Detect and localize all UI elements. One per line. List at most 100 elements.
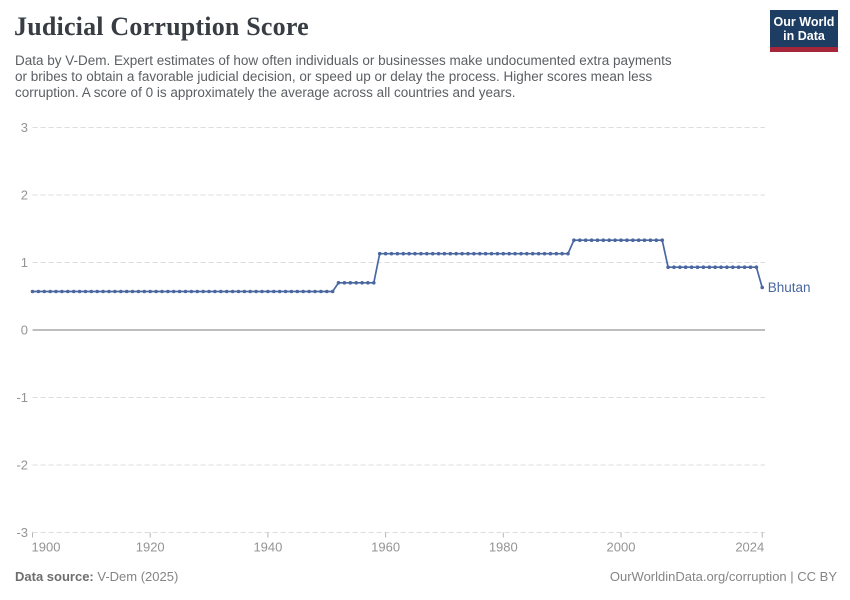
- data-point[interactable]: [501, 251, 506, 256]
- data-point[interactable]: [42, 289, 47, 294]
- data-point[interactable]: [731, 265, 735, 269]
- data-point[interactable]: [472, 251, 476, 256]
- data-point[interactable]: [354, 281, 359, 285]
- data-point[interactable]: [348, 281, 353, 285]
- data-point[interactable]: [83, 289, 88, 294]
- data-point[interactable]: [460, 251, 464, 256]
- data-point[interactable]: [695, 265, 700, 269]
- data-point[interactable]: [548, 251, 553, 256]
- data-point[interactable]: [660, 238, 664, 242]
- line-chart-canvas[interactable]: 3 2 1 0 -1 -2 -3 1900 1920 1940 1960 1980 2000 2024 Bh…: [0, 110, 850, 562]
- data-point[interactable]: [672, 265, 676, 269]
- data-point[interactable]: [525, 251, 529, 256]
- data-point[interactable]: [489, 251, 494, 256]
- data-point[interactable]: [119, 289, 123, 294]
- data-point[interactable]: [383, 251, 388, 256]
- data-point[interactable]: [236, 289, 241, 294]
- data-point[interactable]: [130, 289, 135, 294]
- data-point[interactable]: [678, 265, 682, 269]
- data-point[interactable]: [219, 289, 223, 294]
- data-point[interactable]: [566, 251, 570, 256]
- data-point[interactable]: [30, 289, 35, 294]
- data-point[interactable]: [295, 289, 300, 294]
- data-point[interactable]: [289, 289, 294, 294]
- data-point[interactable]: [742, 265, 747, 269]
- data-point[interactable]: [277, 289, 282, 294]
- data-point[interactable]: [171, 289, 176, 294]
- data-point[interactable]: [124, 289, 129, 294]
- data-point[interactable]: [625, 238, 629, 242]
- data-point[interactable]: [242, 289, 247, 294]
- data-point[interactable]: [254, 289, 258, 294]
- data-point[interactable]: [101, 289, 105, 294]
- data-point[interactable]: [360, 281, 364, 285]
- data-point[interactable]: [430, 251, 435, 256]
- data-point[interactable]: [36, 289, 41, 294]
- data-point[interactable]: [519, 251, 523, 256]
- data-point[interactable]: [442, 251, 447, 256]
- data-point[interactable]: [666, 265, 670, 269]
- data-point[interactable]: [636, 238, 641, 242]
- data-point[interactable]: [325, 289, 329, 294]
- data-point[interactable]: [48, 289, 52, 294]
- data-point[interactable]: [207, 289, 211, 294]
- data-point[interactable]: [272, 289, 276, 294]
- data-point[interactable]: [113, 289, 117, 294]
- data-point[interactable]: [483, 251, 488, 256]
- data-point[interactable]: [583, 238, 588, 242]
- data-point[interactable]: [642, 238, 647, 242]
- data-point[interactable]: [413, 251, 417, 256]
- data-point[interactable]: [725, 265, 729, 269]
- data-point[interactable]: [425, 251, 429, 256]
- data-point[interactable]: [195, 289, 200, 294]
- data-point[interactable]: [748, 265, 753, 269]
- data-point[interactable]: [495, 251, 500, 256]
- data-point[interactable]: [448, 251, 453, 256]
- data-point[interactable]: [377, 251, 382, 256]
- data-point[interactable]: [342, 281, 347, 285]
- data-point[interactable]: [366, 281, 370, 285]
- data-point[interactable]: [719, 265, 723, 269]
- data-point[interactable]: [713, 265, 717, 269]
- data-point[interactable]: [513, 251, 517, 256]
- data-point[interactable]: [619, 238, 623, 242]
- data-point[interactable]: [183, 289, 188, 294]
- data-point[interactable]: [54, 289, 58, 294]
- data-point[interactable]: [607, 238, 611, 242]
- data-point[interactable]: [683, 265, 688, 269]
- data-point[interactable]: [631, 238, 635, 242]
- data-point[interactable]: [89, 289, 94, 294]
- data-point[interactable]: [319, 289, 323, 294]
- data-point[interactable]: [77, 289, 82, 294]
- data-point[interactable]: [707, 265, 712, 269]
- data-point[interactable]: [466, 251, 470, 256]
- data-point[interactable]: [230, 289, 235, 294]
- data-point[interactable]: [395, 251, 400, 256]
- data-point[interactable]: [478, 251, 482, 256]
- data-point[interactable]: [301, 289, 306, 294]
- data-point[interactable]: [689, 265, 694, 269]
- data-point[interactable]: [136, 289, 141, 294]
- data-point[interactable]: [189, 289, 194, 294]
- data-point[interactable]: [201, 289, 205, 294]
- data-point[interactable]: [536, 251, 541, 256]
- data-point[interactable]: [554, 251, 559, 256]
- data-point[interactable]: [266, 289, 270, 294]
- data-point[interactable]: [60, 289, 64, 294]
- data-point[interactable]: [95, 289, 99, 294]
- data-point[interactable]: [160, 289, 164, 294]
- data-point[interactable]: [507, 251, 512, 256]
- data-point[interactable]: [754, 265, 759, 269]
- data-point[interactable]: [166, 289, 170, 294]
- data-point[interactable]: [736, 265, 741, 269]
- entity-label[interactable]: Bhutan: [768, 280, 811, 295]
- data-point[interactable]: [336, 281, 341, 285]
- data-point[interactable]: [572, 238, 576, 242]
- data-point[interactable]: [389, 251, 394, 256]
- data-point[interactable]: [401, 251, 406, 256]
- data-point[interactable]: [648, 238, 653, 242]
- data-point[interactable]: [595, 238, 600, 242]
- data-point[interactable]: [66, 289, 70, 294]
- data-point[interactable]: [578, 238, 582, 242]
- data-point[interactable]: [260, 289, 264, 294]
